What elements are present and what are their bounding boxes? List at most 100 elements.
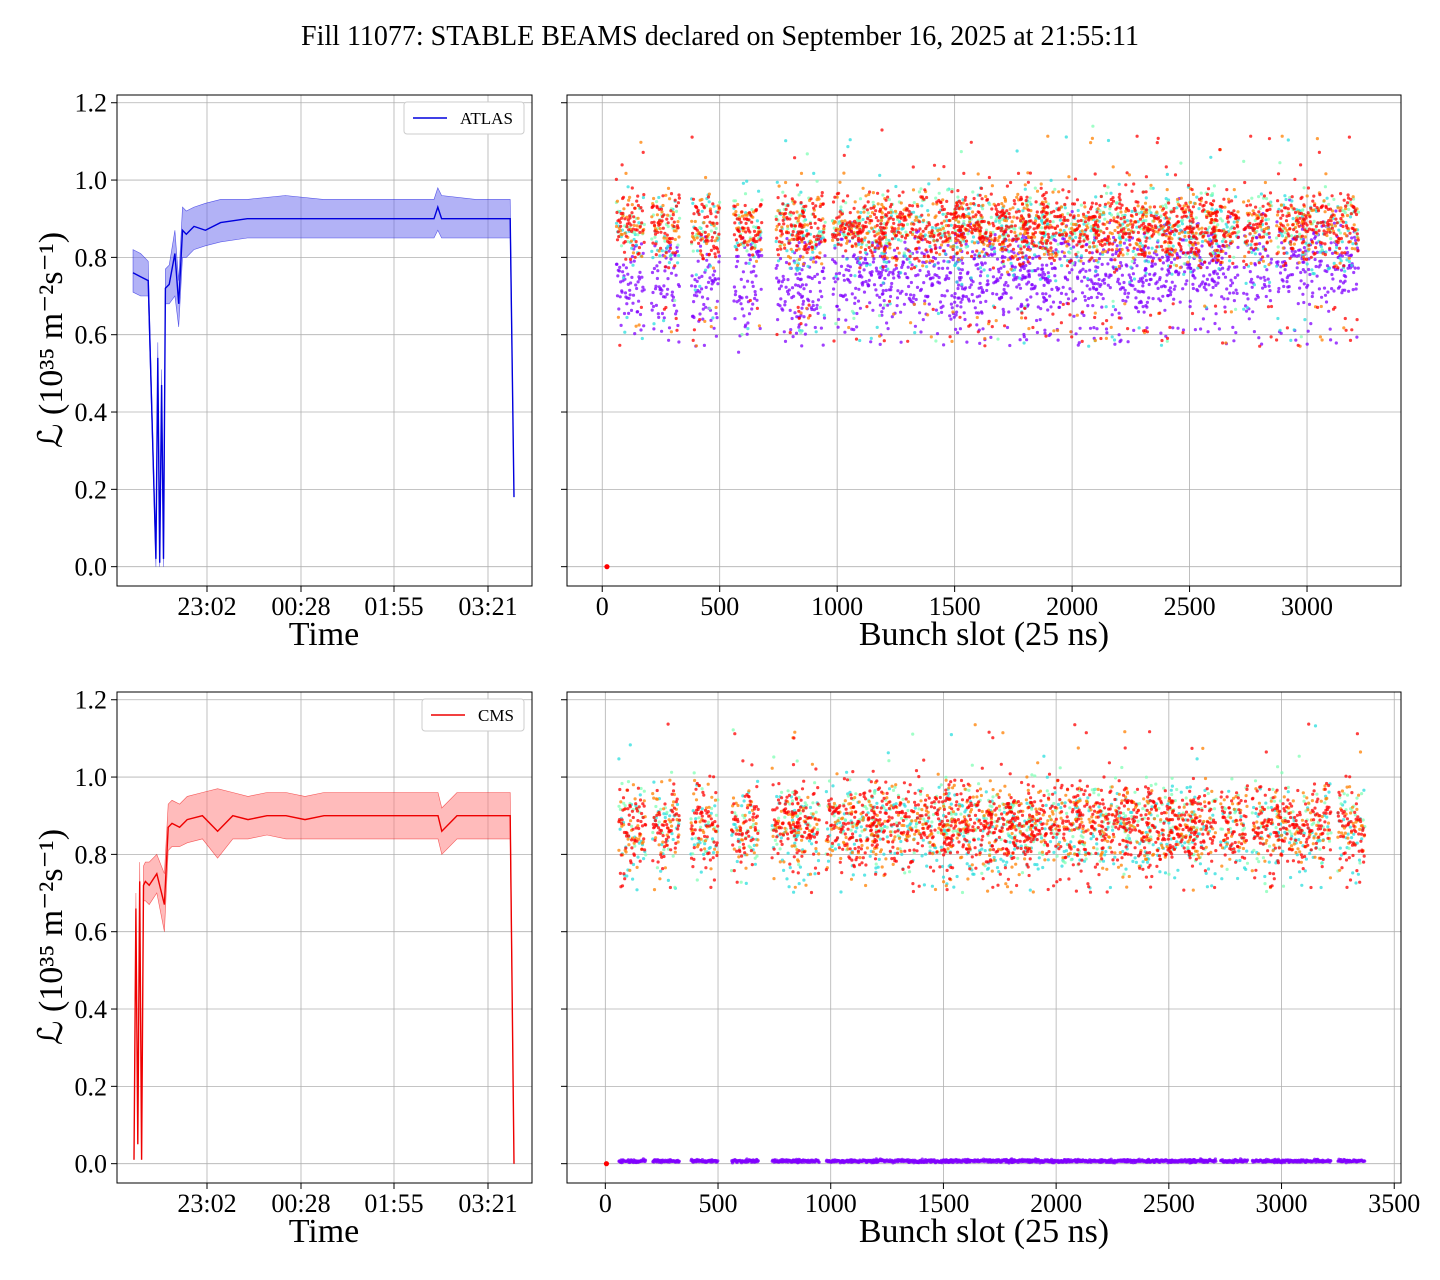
bunch-point-purple <box>879 273 883 277</box>
bunch-point-cyan <box>1280 234 1285 238</box>
bunch-point-purple <box>790 286 795 290</box>
bunch-point-purple <box>933 257 938 261</box>
bunch-point-red <box>1059 321 1063 325</box>
bunch-point-purple <box>815 303 819 307</box>
bunch-point-red <box>701 257 706 261</box>
bunch-point-red <box>820 191 824 195</box>
bunch-point-purple <box>698 244 703 248</box>
bunch-point-green <box>904 230 908 234</box>
bunch-point-red <box>1119 250 1123 255</box>
bunch-point-green <box>774 215 778 219</box>
bunch-point-red <box>819 218 823 222</box>
bunch-point-red <box>795 183 800 187</box>
bunch-point-purple <box>1217 327 1221 331</box>
bunch-point-red <box>909 212 913 216</box>
bunch-point-orange <box>950 339 954 343</box>
bunch-point-purple <box>991 275 996 279</box>
bunch-point-purple <box>1042 283 1046 287</box>
bunch-point-purple <box>1202 274 1206 278</box>
bunch-point-red <box>642 193 646 197</box>
bunch-point-cyan <box>711 316 715 320</box>
bunch-point-purple <box>799 277 803 281</box>
bunch-point-red <box>1196 224 1200 228</box>
bunch-point-purple <box>1339 268 1344 272</box>
bunch-point-orange <box>615 199 620 203</box>
bunch-point-purple <box>959 305 963 309</box>
bunch-point-red <box>1052 258 1056 262</box>
bunch-point-purple <box>1103 281 1107 285</box>
bunch-point-red <box>886 211 891 215</box>
bunch-point-purple <box>1297 253 1301 257</box>
bunch-point-red <box>627 228 631 232</box>
bunch-point-red <box>1027 255 1032 259</box>
bunch-point-red <box>812 235 816 239</box>
bunch-point-red <box>1143 225 1147 229</box>
bunch-point-red <box>1014 210 1019 214</box>
bunch-point-green <box>1051 220 1055 224</box>
bunch-point-red <box>1108 241 1112 245</box>
bunch-point-red <box>870 243 875 247</box>
bunch-point-purple <box>650 301 654 305</box>
bunch-point-cyan <box>978 266 983 270</box>
bunch-point-purple <box>953 295 957 299</box>
bunch-point-purple <box>740 307 744 311</box>
bunch-point-purple <box>944 276 948 280</box>
bunch-point-purple <box>1224 251 1228 255</box>
bunch-point-red <box>668 246 673 250</box>
bunch-point-red <box>1168 264 1173 268</box>
bunch-point-purple <box>1301 260 1305 264</box>
bunch-point-red <box>1059 215 1063 219</box>
bunch-point-purple <box>1323 293 1328 297</box>
bunch-point-purple <box>1160 255 1164 259</box>
bunch-point-red <box>776 253 781 257</box>
bunch-point-purple <box>1213 269 1217 273</box>
bunch-point-green <box>1180 218 1185 222</box>
bunch-point-purple <box>811 300 815 304</box>
bunch-point-green <box>823 220 827 224</box>
bunch-point-red <box>673 198 677 202</box>
bunch-point-orange <box>652 196 656 201</box>
bunch-point-purple <box>949 271 953 275</box>
bunch-point-purple <box>1001 313 1006 317</box>
bunch-point-purple <box>1204 288 1208 292</box>
bunch-point-red <box>843 226 847 231</box>
bunch-point-orange <box>1336 206 1340 210</box>
bunch-point-cyan <box>1276 316 1280 321</box>
bunch-point-purple <box>1104 274 1108 278</box>
bunch-point-orange <box>888 246 892 250</box>
bunch-point-purple <box>919 287 924 291</box>
bunch-point-purple <box>931 283 935 287</box>
bunch-point-orange <box>820 262 824 266</box>
bunch-point-orange <box>664 193 668 197</box>
bunch-point-orange <box>799 171 804 175</box>
bunch-point-red <box>1194 252 1198 256</box>
bunch-point-red <box>1035 210 1039 214</box>
bunch-point-cyan <box>776 259 781 263</box>
bunch-point-purple <box>1223 275 1228 279</box>
bunch-point-orange <box>669 330 674 334</box>
bunch-point-purple <box>1310 294 1314 299</box>
bunch-point-purple <box>626 282 630 286</box>
bunch-point-purple <box>754 274 758 278</box>
bunch-point-purple <box>1106 262 1110 266</box>
bunch-point-cyan <box>1305 262 1309 266</box>
bunch-point-purple <box>862 290 867 294</box>
bunch-point-purple <box>1088 287 1092 291</box>
bunch-point-red <box>639 305 644 309</box>
bunch-point-red <box>929 250 933 254</box>
bunch-point-orange <box>658 227 662 231</box>
bunch-point-orange <box>789 247 793 251</box>
bunch-point-cyan <box>899 271 903 275</box>
bunch-point-purple <box>867 283 871 288</box>
bunch-point-red <box>1095 250 1099 254</box>
bunch-point-red <box>1103 242 1107 246</box>
bunch-point-cyan <box>1175 206 1179 210</box>
bunch-point-orange <box>1079 259 1083 263</box>
bunch-point-orange <box>754 259 759 263</box>
bunch-point-purple <box>971 250 975 254</box>
bunch-point-purple <box>708 276 712 280</box>
bunch-point-cyan <box>676 261 680 265</box>
bunch-point-red <box>985 252 989 256</box>
bunch-point-red <box>947 224 951 228</box>
bunch-point-red <box>1150 259 1155 263</box>
